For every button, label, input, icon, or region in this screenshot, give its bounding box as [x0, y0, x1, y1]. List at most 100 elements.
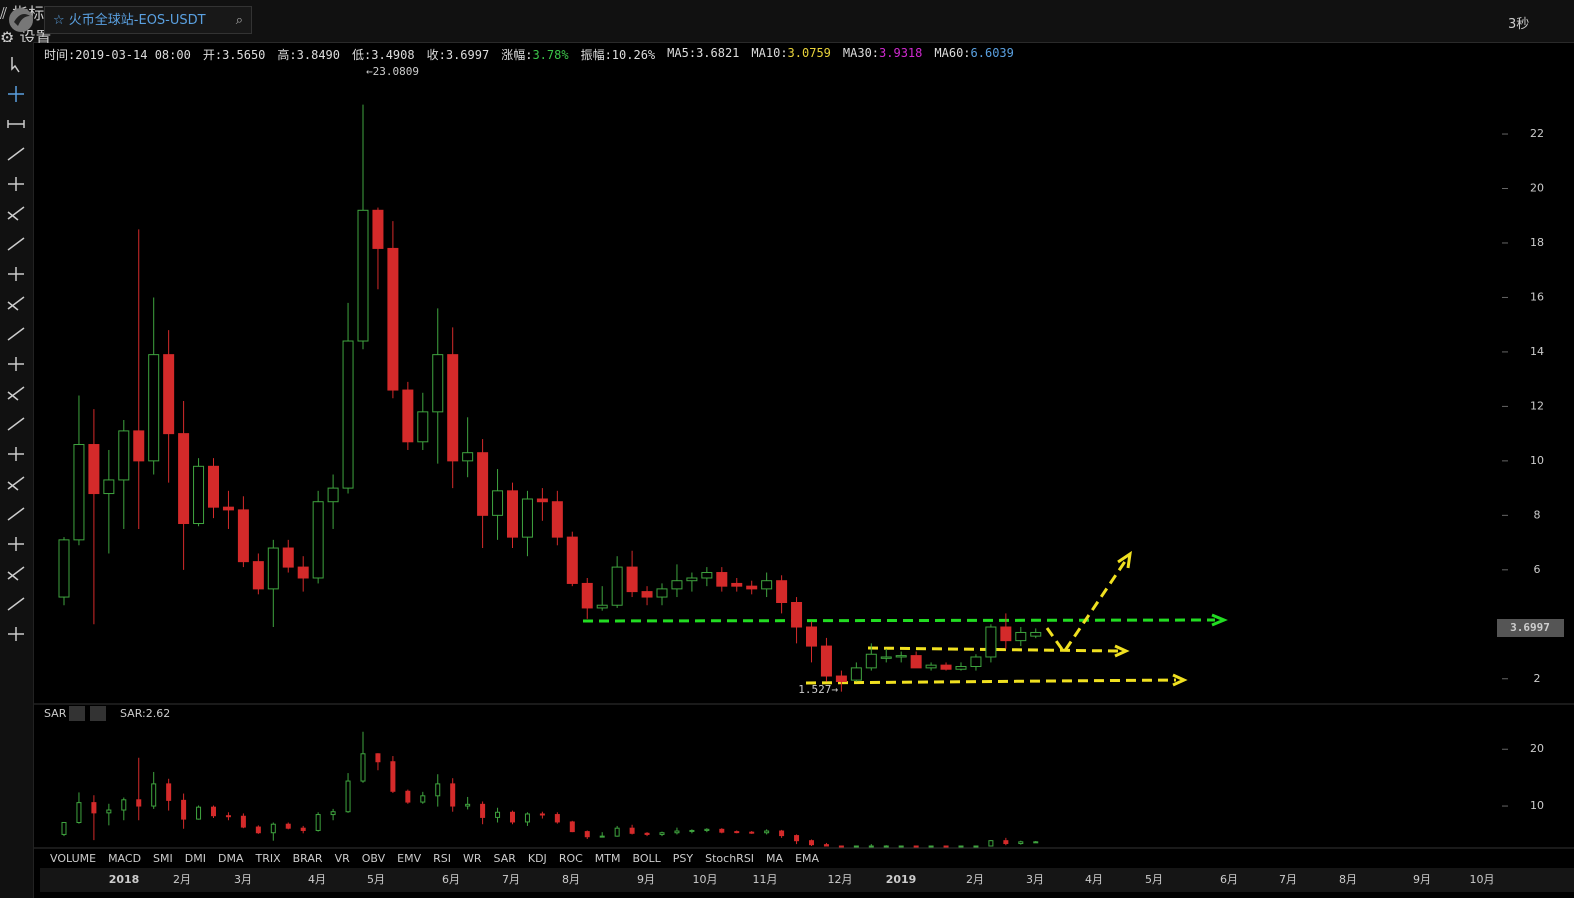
sub-candle-body [584, 831, 590, 838]
indicator-tab[interactable]: BRAR [293, 852, 323, 865]
x-axis-label: 7月 [502, 873, 520, 886]
tool-icon[interactable] [7, 476, 25, 491]
indicator-tab[interactable]: MA [766, 852, 783, 865]
candle-body [865, 653, 877, 669]
tool-icon[interactable] [8, 86, 24, 102]
indicator-tab[interactable]: VOLUME [50, 852, 96, 865]
icon-path [11, 57, 20, 73]
sub-candle-body [734, 831, 740, 834]
info-label: 收: [426, 48, 446, 62]
indicator-tab[interactable]: RSI [433, 852, 451, 865]
sub-candle-body [420, 795, 426, 803]
sub-candle-body [151, 783, 157, 807]
candle-body [252, 561, 264, 590]
indicator-tab[interactable]: DMI [185, 852, 206, 865]
tool-icon[interactable] [7, 296, 25, 311]
tool-icon[interactable] [7, 597, 25, 611]
info-item: MA5:3.6821 [667, 46, 739, 63]
tool-icon[interactable] [7, 120, 25, 128]
x-axis-label: 6月 [442, 873, 460, 886]
indicator-tab[interactable]: SAR [494, 852, 517, 865]
candle-body [761, 580, 773, 590]
sub-candle-body [300, 827, 306, 831]
tool-icon[interactable] [7, 566, 25, 581]
candle-body [88, 444, 100, 495]
sub-y-tick-label: 10 [1530, 799, 1544, 812]
indicator-tab[interactable]: VR [335, 852, 351, 865]
candle-body [163, 354, 175, 435]
indicator-tab[interactable]: MTM [595, 852, 621, 865]
sub-panel-name: SAR [44, 707, 67, 720]
sub-candle-body [779, 830, 785, 837]
info-label: 涨幅: [501, 48, 533, 62]
sub-candle-body [868, 845, 874, 848]
info-label: MA5: [667, 46, 697, 60]
indicator-tab[interactable]: TRIX [254, 852, 281, 865]
candle-body [492, 490, 504, 516]
tool-icon[interactable] [8, 267, 24, 281]
indicator-tab[interactable]: SMI [153, 852, 173, 865]
sub-candle-body [749, 831, 755, 834]
search-box[interactable]: ☆ 火币全球站-EOS-USDT ⌕ [44, 6, 252, 34]
sub-candle-body [181, 799, 187, 820]
indicator-tab[interactable]: ROC [559, 852, 583, 865]
indicator-tab[interactable]: EMV [397, 852, 421, 865]
bottom-line [805, 678, 1177, 685]
tool-icon[interactable] [8, 447, 24, 461]
tool-icon[interactable] [8, 357, 24, 371]
indicator-tab[interactable]: OBV [362, 852, 386, 865]
tool-icon[interactable] [11, 57, 20, 73]
tool-icon[interactable] [7, 147, 25, 161]
sub-candle-body [330, 811, 336, 816]
candle-body [791, 602, 803, 628]
tool-icon[interactable] [8, 537, 24, 551]
info-label: MA60: [934, 46, 971, 60]
tool-icon[interactable] [7, 237, 25, 251]
sub-candle-body [943, 845, 949, 848]
candle-body [686, 577, 698, 582]
tool-icon[interactable] [7, 386, 25, 401]
forecast-path [1045, 559, 1128, 655]
indicator-tab[interactable]: KDJ [528, 852, 547, 865]
sub-y-tick-label: 20 [1530, 742, 1544, 755]
sub-candle-body [345, 780, 351, 813]
tool-icon[interactable] [7, 206, 25, 221]
candle-body [267, 547, 279, 590]
sub-candle-body [913, 845, 919, 848]
indicator-tab[interactable]: MACD [108, 852, 141, 865]
icon-path [7, 566, 25, 581]
candle-body [222, 506, 234, 511]
sub-candle-body [495, 811, 501, 818]
x-axis-label: 8月 [562, 873, 580, 886]
indicator-tab[interactable]: BOLL [633, 852, 662, 865]
tool-icon[interactable] [8, 627, 24, 641]
info-value: 6.6039 [970, 46, 1014, 60]
candle-body [611, 566, 623, 606]
chart-bg [34, 43, 1574, 898]
icon-path [8, 627, 24, 641]
candle-body [955, 666, 967, 670]
info-item: 开:3.5650 [203, 46, 266, 63]
tool-icon[interactable] [7, 507, 25, 521]
sub-candle-body [390, 761, 396, 792]
price-tag [1497, 619, 1564, 637]
logo[interactable] [6, 4, 36, 36]
tool-icon[interactable] [7, 417, 25, 431]
indicator-tab[interactable]: WR [463, 852, 482, 865]
indicator-tab[interactable]: DMA [218, 852, 244, 865]
candle-body [820, 645, 832, 677]
sub-candle-body [240, 815, 246, 828]
candle-body [327, 487, 339, 503]
indicator-tab[interactable]: StochRSI [705, 852, 754, 865]
info-label: MA10: [751, 46, 788, 60]
info-item: 收:3.6997 [427, 46, 490, 63]
indicator-tab[interactable]: EMA [795, 852, 819, 865]
candle-body [776, 580, 788, 603]
info-bar: 时间:2019-03-14 08:00 开:3.5650 高:3.8490 低:3.4… [44, 46, 1014, 63]
info-label: 高: [277, 48, 297, 62]
indicator-tab[interactable]: PSY [673, 852, 694, 865]
refresh-rate[interactable]: 3秒 [1508, 17, 1530, 32]
candle-body [193, 465, 205, 525]
tool-icon[interactable] [7, 327, 25, 341]
tool-icon[interactable] [8, 177, 24, 191]
